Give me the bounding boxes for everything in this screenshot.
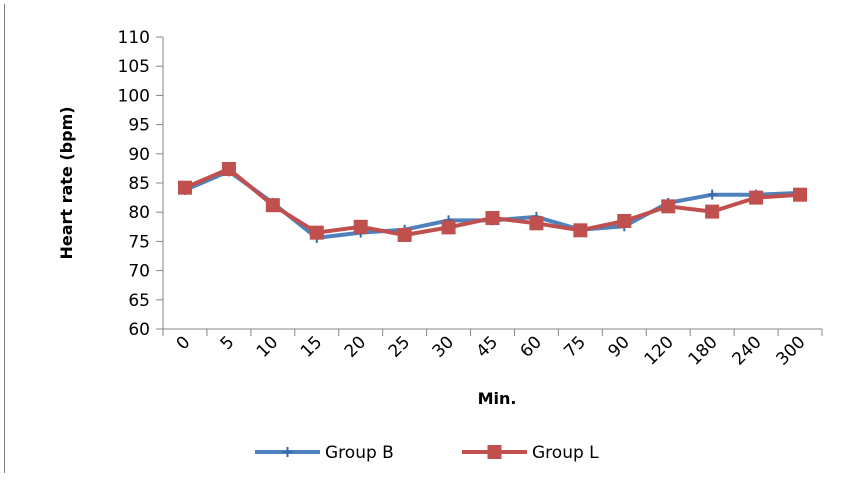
data-point <box>485 211 500 226</box>
data-point <box>221 161 236 176</box>
y-tick-label: 105 <box>118 57 150 77</box>
data-point <box>177 180 192 195</box>
y-axis: 60 65 70 75 80 85 90 95 100 105 110 <box>118 28 164 340</box>
x-tick-label: 180 <box>685 332 722 369</box>
x-axis-title: Min. <box>478 389 517 408</box>
x-tick-label: 120 <box>641 332 678 369</box>
frame-border <box>4 4 5 473</box>
x-tick-label: 10 <box>253 332 282 361</box>
legend: Group B Group L <box>255 443 599 463</box>
y-tick-label: 100 <box>118 86 150 106</box>
data-point <box>793 187 808 202</box>
legend-label: Group B <box>325 443 394 463</box>
y-tick-label: 60 <box>128 320 150 340</box>
x-tick-label: 25 <box>385 332 414 361</box>
x-tick-label: 75 <box>560 332 589 361</box>
y-tick-label: 85 <box>128 174 150 194</box>
legend-marker <box>487 445 502 459</box>
data-point <box>705 204 720 219</box>
x-tick-label: 90 <box>604 332 633 361</box>
data-point <box>309 225 324 240</box>
x-tick-label: 240 <box>729 332 766 369</box>
series-layer <box>177 161 808 243</box>
x-tick-label: 5 <box>217 332 239 354</box>
y-tick-label: 75 <box>128 232 150 252</box>
x-tick-label: 0 <box>173 332 195 354</box>
data-point <box>661 199 676 214</box>
y-tick-label: 90 <box>128 145 150 165</box>
legend-marker <box>282 447 293 457</box>
data-point <box>353 219 368 234</box>
data-point <box>397 227 412 242</box>
x-axis: 0 5 10 15 20 25 30 45 60 75 90 120 180 240 300 <box>162 328 823 369</box>
data-point <box>749 190 764 205</box>
series-group-l <box>177 161 808 242</box>
data-point <box>441 220 456 235</box>
x-tick-label: 60 <box>517 332 546 361</box>
data-point <box>265 198 280 213</box>
y-tick-label: 110 <box>118 28 150 48</box>
x-tick-label: 20 <box>341 332 370 361</box>
legend-label: Group L <box>532 443 599 463</box>
data-point <box>617 213 632 228</box>
x-tick-label: 30 <box>429 332 458 361</box>
x-tick-label: 15 <box>297 332 326 361</box>
data-point <box>529 216 544 231</box>
data-point <box>573 223 588 238</box>
y-tick-label: 70 <box>128 262 150 282</box>
y-tick-label: 80 <box>128 203 150 223</box>
x-tick-label: 45 <box>473 332 502 361</box>
x-tick-label: 300 <box>772 332 809 369</box>
y-tick-label: 65 <box>128 291 150 311</box>
data-point <box>707 189 718 200</box>
y-tick-label: 95 <box>128 116 150 136</box>
y-axis-title: Heart rate (bpm) <box>57 106 76 259</box>
